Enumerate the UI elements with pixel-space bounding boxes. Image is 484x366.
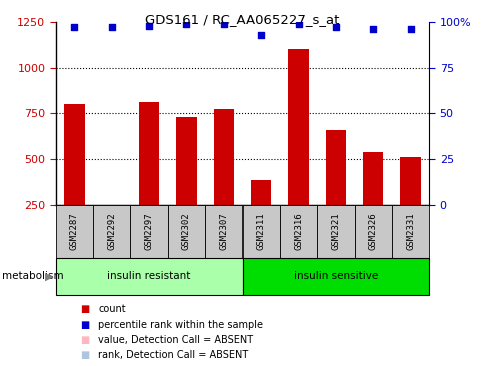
Point bbox=[406, 26, 413, 32]
Text: GSM2287: GSM2287 bbox=[70, 213, 79, 250]
Bar bbox=[138, 102, 159, 205]
Point bbox=[257, 32, 265, 38]
Text: GSM2302: GSM2302 bbox=[182, 213, 191, 250]
Point bbox=[331, 25, 339, 30]
Bar bbox=[391, 205, 428, 258]
Text: GSM2326: GSM2326 bbox=[368, 213, 377, 250]
Bar bbox=[242, 205, 279, 258]
Bar bbox=[176, 117, 197, 205]
Bar bbox=[167, 205, 205, 258]
Text: ■: ■ bbox=[80, 304, 89, 314]
Bar bbox=[399, 157, 420, 205]
Bar bbox=[250, 180, 271, 205]
Text: ■: ■ bbox=[80, 320, 89, 330]
Text: GSM2311: GSM2311 bbox=[256, 213, 265, 250]
Text: GSM2316: GSM2316 bbox=[293, 213, 302, 250]
Text: insulin resistant: insulin resistant bbox=[107, 271, 190, 281]
Text: ▶: ▶ bbox=[45, 271, 54, 281]
Bar bbox=[242, 258, 428, 295]
Bar bbox=[205, 205, 242, 258]
Text: insulin sensitive: insulin sensitive bbox=[293, 271, 377, 281]
Point bbox=[71, 25, 78, 30]
Text: value, Detection Call = ABSENT: value, Detection Call = ABSENT bbox=[98, 335, 253, 345]
Text: GDS161 / RC_AA065227_s_at: GDS161 / RC_AA065227_s_at bbox=[145, 13, 339, 26]
Text: metabolism: metabolism bbox=[2, 271, 64, 281]
Point bbox=[182, 21, 190, 27]
Text: rank, Detection Call = ABSENT: rank, Detection Call = ABSENT bbox=[98, 350, 248, 361]
Point bbox=[369, 26, 377, 32]
Text: GSM2307: GSM2307 bbox=[219, 213, 228, 250]
Point bbox=[107, 25, 115, 30]
Text: ■: ■ bbox=[80, 335, 89, 345]
Bar bbox=[354, 205, 391, 258]
Text: ■: ■ bbox=[80, 350, 89, 361]
Bar bbox=[56, 258, 242, 295]
Bar bbox=[56, 205, 93, 258]
Bar bbox=[64, 104, 85, 205]
Point bbox=[145, 23, 153, 29]
Bar bbox=[213, 109, 234, 205]
Text: GSM2297: GSM2297 bbox=[144, 213, 153, 250]
Point bbox=[219, 21, 227, 27]
Bar bbox=[93, 205, 130, 258]
Bar bbox=[287, 49, 308, 205]
Text: count: count bbox=[98, 304, 126, 314]
Text: GSM2331: GSM2331 bbox=[405, 213, 414, 250]
Bar bbox=[279, 205, 317, 258]
Bar bbox=[130, 205, 167, 258]
Point bbox=[294, 21, 302, 27]
Text: GSM2292: GSM2292 bbox=[107, 213, 116, 250]
Bar bbox=[325, 130, 346, 205]
Text: percentile rank within the sample: percentile rank within the sample bbox=[98, 320, 263, 330]
Text: GSM2321: GSM2321 bbox=[331, 213, 340, 250]
Bar bbox=[317, 205, 354, 258]
Bar bbox=[362, 152, 383, 205]
